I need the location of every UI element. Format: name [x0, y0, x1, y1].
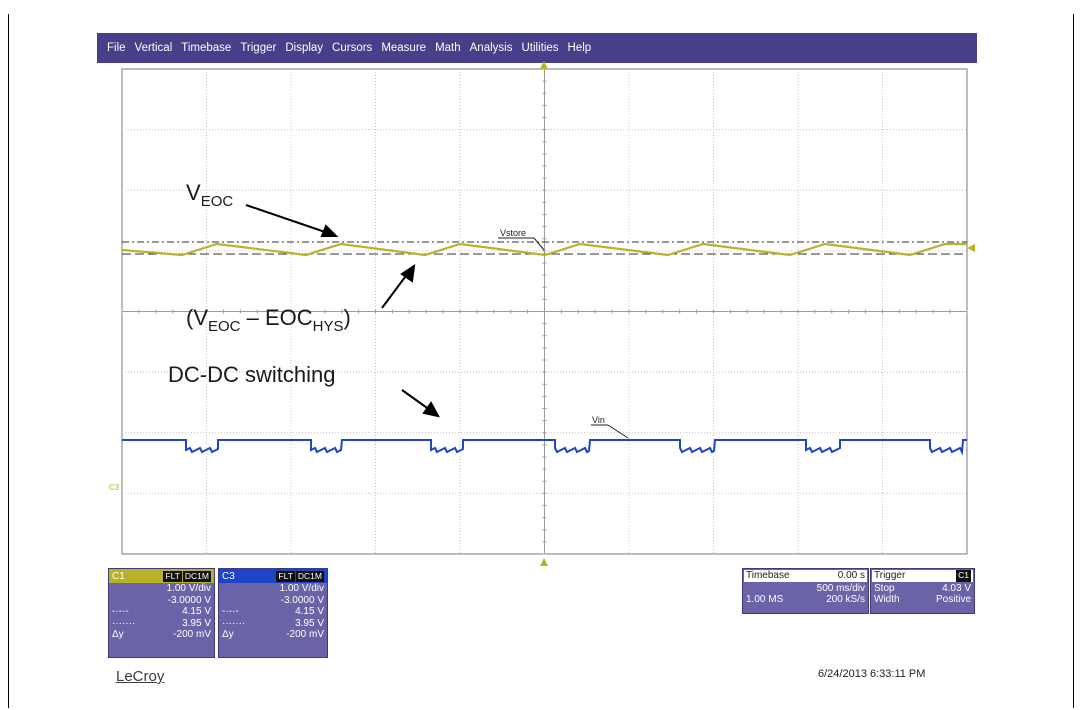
- cursor2-value: 3.95 V: [295, 617, 324, 629]
- channel-c1-panel[interactable]: C1 FLT DC1M 1.00 V/div -3.0000 V -·-·- 4.15 V ·…: [108, 568, 215, 658]
- cursor2-value: 3.95 V: [182, 617, 211, 629]
- menu-help[interactable]: Help: [567, 42, 592, 54]
- menu-vertical[interactable]: Vertical: [134, 42, 173, 54]
- menu-file[interactable]: File: [107, 42, 126, 54]
- figure-frame: [8, 14, 1074, 708]
- timebase-header: Timebase 0.00 s: [744, 570, 867, 582]
- trigger-level: 4.03 V: [942, 582, 971, 594]
- arrow-dcdc: [401, 389, 431, 411]
- menu-cursors[interactable]: Cursors: [332, 42, 373, 54]
- offset-value: -3.0000 V: [280, 594, 324, 606]
- timestamp: 6/24/2013 6:33:11 PM: [818, 668, 926, 680]
- menu-analysis[interactable]: Analysis: [469, 42, 513, 54]
- trigger-slope: Positive: [935, 594, 971, 605]
- cursor2-symbol: ·······: [222, 617, 246, 629]
- hysteresis-annotation: (VEOC – EOCHYS): [186, 305, 351, 335]
- trigger-mode: Stop: [874, 582, 895, 594]
- filter-tag: FLT: [276, 570, 295, 582]
- volts-per-div: 1.00 V/div: [166, 583, 211, 594]
- menu-measure[interactable]: Measure: [381, 42, 427, 54]
- timebase-panel[interactable]: Timebase 0.00 s 500 ms/div 1.00 MS 200 k…: [742, 568, 869, 614]
- arrow-dcdc-head: [422, 401, 440, 418]
- trigger-level-marker: [967, 244, 975, 252]
- delta-y-symbol: Δy: [222, 629, 234, 640]
- arrow-hys-head: [400, 263, 416, 283]
- menu-utilities[interactable]: Utilities: [521, 42, 559, 54]
- channel-header: C3 FLT DC1M: [219, 569, 327, 583]
- menu-display[interactable]: Display: [285, 42, 324, 54]
- timebase-sample-rate: 200 kS/s: [826, 594, 865, 605]
- coupling-tag: DC1M: [295, 570, 324, 582]
- arrow-hys: [381, 272, 409, 309]
- cursor1-value: 4.15 V: [295, 606, 324, 617]
- veoc-annotation: VEOC: [186, 180, 234, 210]
- offset-value: -3.0000 V: [167, 594, 211, 606]
- menu-bar: File Vertical Timebase Trigger Display Cursor…: [97, 33, 977, 63]
- volts-per-div: 1.00 V/div: [279, 583, 324, 594]
- delta-y-value: -200 mV: [173, 629, 211, 640]
- channel-c3-panel[interactable]: C3 FLT DC1M 1.00 V/div -3.0000 V -·-·- 4.15 V ·…: [218, 568, 328, 658]
- trigger-header: Trigger C1: [872, 570, 973, 582]
- menu-trigger[interactable]: Trigger: [240, 42, 277, 54]
- timebase-value: 0.00 s: [837, 570, 865, 581]
- vin-label: Vin: [592, 415, 605, 425]
- cursor2-symbol: ·······: [112, 617, 136, 629]
- cursor1-value: 4.15 V: [182, 606, 211, 617]
- vin-trace: [122, 439, 967, 456]
- delta-y-symbol: Δy: [112, 629, 124, 640]
- coupling-tag: DC1M: [182, 570, 211, 582]
- vstore-label: Vstore: [500, 228, 526, 238]
- c3-ground-marker: C3: [109, 483, 120, 492]
- arrow-veoc-head: [320, 224, 339, 237]
- channel-header: C1 FLT DC1M: [109, 569, 214, 583]
- trigger-panel[interactable]: Trigger C1 Stop 4.03 V Width Positive: [870, 568, 975, 614]
- menu-math[interactable]: Math: [435, 42, 461, 54]
- timebase-label: Timebase: [746, 570, 790, 581]
- lecroy-logo: LeCroy: [116, 668, 165, 685]
- graticule-ticks: [121, 68, 968, 555]
- dcdc-annotation: DC-DC switching: [168, 362, 336, 387]
- vin-label-leader: [607, 424, 629, 439]
- channel-name: C1: [112, 570, 125, 582]
- delta-y-value: -200 mV: [286, 629, 324, 640]
- cursor1-symbol: -·-·-: [112, 606, 129, 617]
- filter-tag: FLT: [163, 570, 182, 582]
- trigger-channel-badge: C1: [956, 570, 971, 582]
- trigger-time-marker: [540, 558, 548, 566]
- timebase-samples: 1.00 MS: [746, 594, 784, 605]
- timebase-rate: 500 ms/div: [816, 582, 865, 594]
- trigger-type: Width: [874, 594, 900, 605]
- cursor1-symbol: -·-·-: [222, 606, 239, 617]
- menu-timebase[interactable]: Timebase: [181, 42, 232, 54]
- channel-name: C3: [222, 570, 235, 582]
- vstore-label-leader: [533, 237, 545, 251]
- vstore-trace: [121, 242, 967, 257]
- arrow-veoc: [245, 204, 329, 234]
- trigger-label: Trigger: [874, 570, 906, 581]
- trigger-top-marker: [540, 61, 548, 69]
